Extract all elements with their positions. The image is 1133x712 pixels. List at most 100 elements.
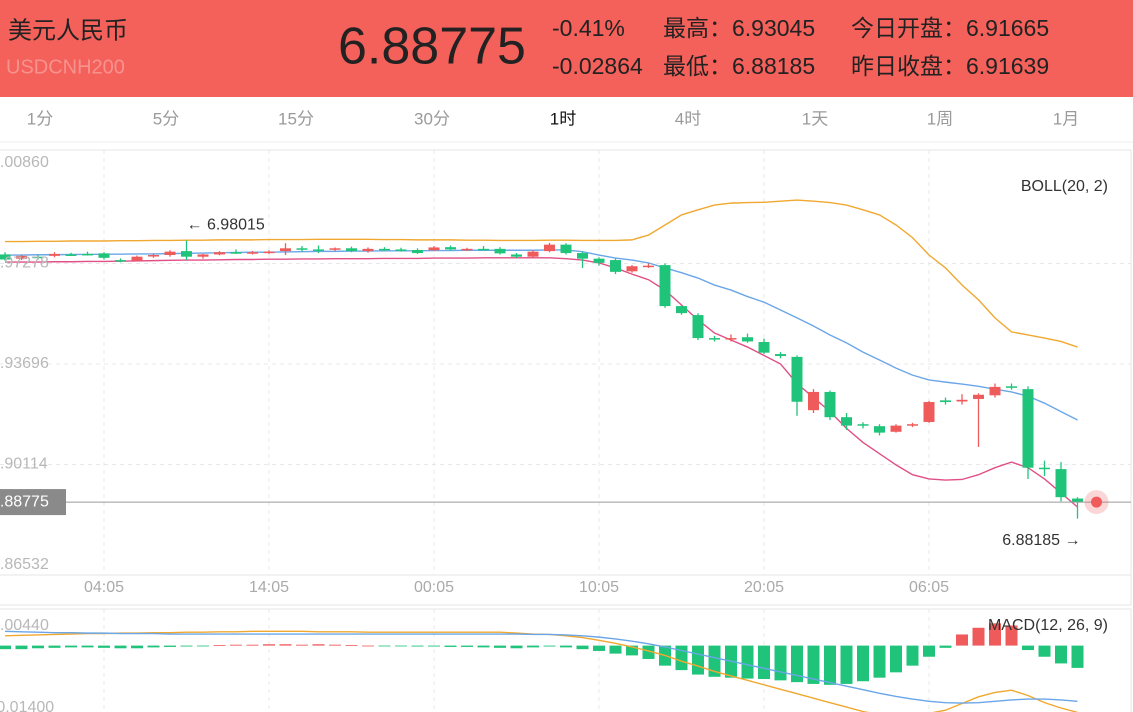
macd-bar bbox=[890, 645, 902, 673]
macd-bar bbox=[939, 645, 952, 648]
stat-label: 最低： bbox=[663, 53, 732, 79]
candle-body bbox=[346, 248, 357, 252]
candle-body bbox=[973, 394, 984, 399]
y-tick-label: 6.90114 bbox=[0, 456, 48, 473]
candle-body bbox=[379, 248, 390, 251]
stat-value: 6.91665 bbox=[966, 15, 1049, 41]
tab[interactable]: 15分 bbox=[278, 109, 314, 128]
candle-body bbox=[395, 249, 407, 251]
candle-body bbox=[775, 354, 786, 357]
macd-bar bbox=[956, 634, 968, 646]
macd-bar bbox=[0, 645, 11, 650]
candle-body bbox=[527, 251, 539, 257]
candle-body bbox=[610, 260, 621, 272]
candle-body bbox=[280, 248, 291, 252]
candle-body bbox=[16, 255, 27, 259]
tab[interactable]: 5分 bbox=[153, 109, 179, 128]
prev-close-stat: 昨日收盘：6.91639 bbox=[851, 53, 1049, 79]
macd-bar bbox=[494, 645, 506, 648]
macd-bar bbox=[32, 645, 44, 649]
candle-body bbox=[544, 244, 555, 252]
candle-body bbox=[428, 247, 440, 251]
indicator-line bbox=[5, 249, 1078, 421]
macd-bar bbox=[180, 645, 193, 647]
macd-bar bbox=[279, 644, 292, 646]
candle-body bbox=[742, 337, 753, 342]
tab[interactable]: 1时 bbox=[550, 109, 576, 128]
y-tick-label: 6.93696 bbox=[0, 355, 49, 372]
min-annotation: 6.88185 → bbox=[1002, 532, 1080, 549]
header-bar bbox=[0, 0, 1133, 97]
candle-body bbox=[989, 386, 1001, 396]
stat-value: 6.93045 bbox=[732, 15, 815, 41]
candle-body bbox=[329, 248, 341, 250]
macd-bar bbox=[560, 645, 572, 648]
macd-bar bbox=[312, 644, 325, 646]
y-tick-label: 6.86532 bbox=[0, 556, 49, 573]
stat-label: 最高： bbox=[663, 15, 732, 41]
macd-bar bbox=[642, 645, 655, 659]
macd-bar bbox=[197, 645, 209, 647]
macd-bar bbox=[989, 623, 1001, 646]
macd-bar bbox=[923, 645, 935, 657]
candle-body bbox=[874, 426, 885, 433]
candle-body bbox=[676, 306, 687, 314]
macd-bar bbox=[345, 645, 358, 646]
macd-bar bbox=[906, 645, 919, 666]
macd-bar bbox=[807, 645, 820, 684]
tab[interactable]: 1分 bbox=[27, 109, 53, 128]
tab[interactable]: 1周 bbox=[927, 109, 953, 128]
candle-body bbox=[230, 252, 242, 254]
y-tick-label: 0.00440 bbox=[0, 617, 49, 634]
candle-body bbox=[907, 424, 918, 426]
candle-body bbox=[445, 247, 456, 250]
candle-body bbox=[131, 256, 143, 261]
tab[interactable]: 30分 bbox=[414, 109, 450, 128]
macd-bar bbox=[461, 645, 473, 647]
last-price-label: 6.88775 bbox=[0, 493, 49, 510]
candle-body bbox=[0, 254, 11, 260]
candle-body bbox=[313, 249, 324, 251]
candle-body bbox=[758, 342, 770, 353]
indicator-label: MACD(12, 26, 9) bbox=[988, 617, 1108, 634]
macd-bar bbox=[65, 645, 77, 648]
macd-bar bbox=[840, 645, 853, 684]
stat-value: 6.88185 bbox=[732, 53, 815, 79]
candle-body bbox=[857, 424, 869, 426]
candle-body bbox=[1006, 386, 1017, 388]
candle-body bbox=[1055, 469, 1067, 498]
low-stat: 最低：6.88185 bbox=[663, 53, 815, 79]
candle-body bbox=[577, 253, 588, 259]
macd-bar bbox=[741, 645, 754, 679]
macd-bar bbox=[296, 644, 308, 646]
macd-bar bbox=[708, 645, 721, 677]
candle-body bbox=[692, 315, 704, 339]
indicator-line bbox=[5, 199, 1078, 348]
candle-body bbox=[808, 391, 819, 411]
y-tick-label: 6.97278 bbox=[0, 255, 49, 272]
tab[interactable]: 1月 bbox=[1053, 109, 1079, 128]
last-price-dot bbox=[1091, 496, 1102, 508]
macd-plot bbox=[0, 609, 1084, 712]
macd-bar bbox=[114, 645, 127, 649]
x-tick-label: 06:05 bbox=[909, 579, 949, 596]
candle-body bbox=[65, 254, 77, 256]
macd-bar bbox=[626, 645, 638, 656]
macd-bar bbox=[824, 645, 836, 685]
macd-bar bbox=[758, 645, 770, 680]
main-plot bbox=[0, 150, 1131, 575]
macd-bar bbox=[791, 645, 803, 683]
tab[interactable]: 1天 bbox=[802, 109, 828, 128]
candle-body bbox=[1072, 498, 1083, 503]
candle-body bbox=[956, 399, 968, 402]
tab[interactable]: 4时 bbox=[675, 109, 701, 128]
candle-body bbox=[164, 251, 176, 256]
candle-body bbox=[478, 248, 489, 251]
macd-bar bbox=[329, 644, 341, 646]
last-price-box bbox=[0, 489, 66, 516]
macd-bar bbox=[692, 645, 704, 675]
candle-body bbox=[511, 254, 522, 257]
stat-label: 昨日收盘： bbox=[851, 53, 966, 79]
